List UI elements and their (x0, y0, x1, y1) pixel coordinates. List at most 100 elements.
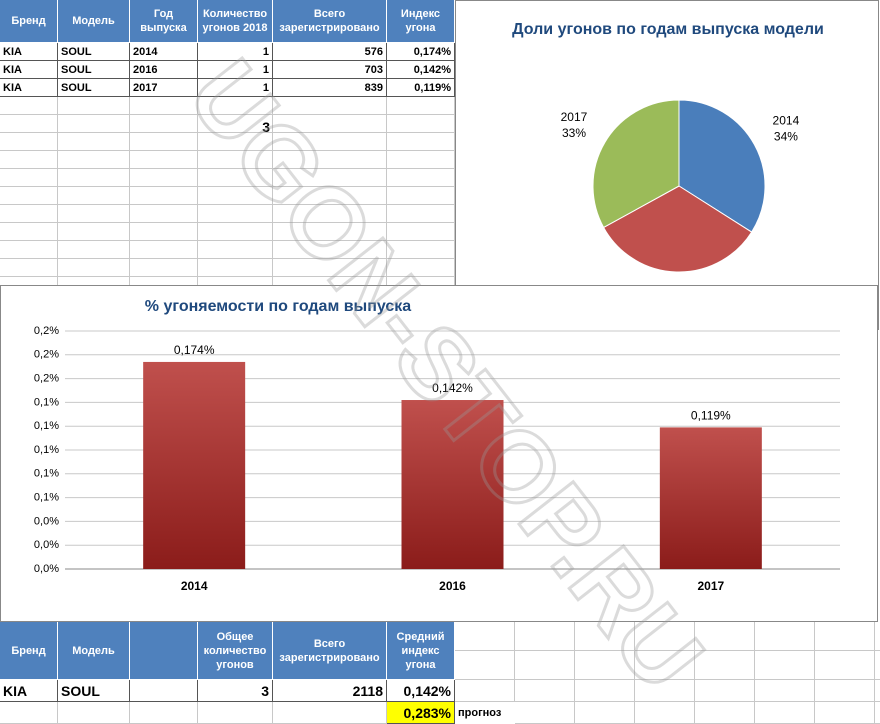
header-cell: Всего зарегистрировано (273, 0, 387, 43)
empty-cell (635, 651, 695, 680)
empty-cell (0, 151, 58, 169)
empty-cell (130, 133, 198, 151)
empty-cell (695, 680, 755, 702)
empty-cell (0, 223, 58, 241)
header-cell (130, 622, 198, 680)
empty-cell (0, 115, 58, 133)
chart-title: Доли угонов по годам выпуска модели (512, 21, 824, 38)
empty-cell (198, 169, 273, 187)
data-cell: 3 (198, 680, 273, 702)
slice-label: 33% (562, 126, 586, 140)
empty-cell (58, 702, 130, 724)
empty-cell (130, 151, 198, 169)
empty-cell (0, 205, 58, 223)
empty-cell (58, 187, 130, 205)
total-cell: 3 (262, 119, 270, 135)
empty-cell (198, 187, 273, 205)
x-tick-label: 2014 (181, 579, 208, 593)
empty-cell (198, 241, 273, 259)
slice-name: 2017 (561, 110, 588, 124)
bar-chart: % угоняемости по годам выпуска 0,0% 0,0% 0… (0, 285, 878, 622)
bar (401, 400, 504, 569)
empty-cell (130, 169, 198, 187)
y-tick-label: 0,1% (34, 420, 59, 432)
data-cell: KIA (0, 61, 58, 79)
empty-cell (58, 241, 130, 259)
empty-cell (0, 133, 58, 151)
empty-cell (515, 651, 575, 680)
data-cell: 576 (273, 43, 387, 61)
data-cell: 0,174% (387, 43, 455, 61)
empty-cell (815, 651, 875, 680)
data-cell: SOUL (58, 79, 130, 97)
y-tick-label: 0,2% (34, 349, 59, 361)
empty-cell (0, 241, 58, 259)
empty-cell (130, 259, 198, 277)
empty-cell (455, 622, 515, 651)
empty-cell (58, 115, 130, 133)
y-tick-label: 0,2% (34, 373, 59, 385)
pie-slice (592, 99, 680, 229)
empty-cell (58, 205, 130, 223)
y-tick-label: 0,2% (34, 325, 59, 337)
empty-cell (515, 622, 575, 651)
data-cell: 2016 (130, 61, 198, 79)
empty-cell (198, 115, 273, 133)
empty-cell (387, 241, 455, 259)
empty-cell (515, 702, 575, 724)
empty-cell (575, 622, 635, 651)
empty-cell (273, 115, 387, 133)
header-cell: Всего зарегистрировано (273, 622, 387, 680)
y-tick-label: 0,0% (34, 563, 59, 575)
header-cell: Бренд (0, 0, 58, 43)
empty-cell (130, 205, 198, 223)
empty-cell (58, 223, 130, 241)
header-cell: Модель (58, 622, 130, 680)
empty-cell (0, 97, 58, 115)
data-cell: KIA (0, 43, 58, 61)
empty-cell (198, 702, 273, 724)
data-cell: 2118 (273, 680, 387, 702)
x-tick-label: 2016 (439, 579, 466, 593)
empty-cell (455, 680, 515, 702)
data-cell: SOUL (58, 680, 130, 702)
forecast-cell: 0,283% (387, 702, 455, 724)
slice-label: 34% (774, 129, 798, 143)
empty-cell (695, 702, 755, 724)
empty-cell (387, 223, 455, 241)
empty-cell (387, 115, 455, 133)
empty-cell (130, 223, 198, 241)
empty-cell (755, 651, 815, 680)
empty-cell (198, 97, 273, 115)
y-tick-label: 0,1% (34, 444, 59, 456)
empty-cell (0, 259, 58, 277)
empty-cell (198, 259, 273, 277)
empty-cell (273, 133, 387, 151)
empty-cell (58, 151, 130, 169)
slice-name: 2014 (773, 113, 800, 127)
empty-cell (387, 187, 455, 205)
empty-cell (198, 151, 273, 169)
empty-cell (273, 205, 387, 223)
data-cell: 0,142% (387, 680, 455, 702)
empty-cell (273, 187, 387, 205)
y-tick-label: 0,0% (34, 539, 59, 551)
empty-cell (387, 169, 455, 187)
header-cell: Год выпуска (130, 0, 198, 43)
empty-cell (273, 702, 387, 724)
empty-cell (130, 115, 198, 133)
header-cell: Средний индекс угона (387, 622, 455, 680)
data-cell (130, 680, 198, 702)
empty-cell (575, 680, 635, 702)
empty-cell (58, 97, 130, 115)
empty-cell (58, 169, 130, 187)
empty-cell (387, 97, 455, 115)
data-cell: 1 (198, 61, 273, 79)
empty-cell (273, 259, 387, 277)
empty-cell (273, 97, 387, 115)
empty-cell (198, 133, 273, 151)
empty-cell (875, 680, 880, 702)
bar (143, 361, 246, 569)
empty-cell (198, 223, 273, 241)
